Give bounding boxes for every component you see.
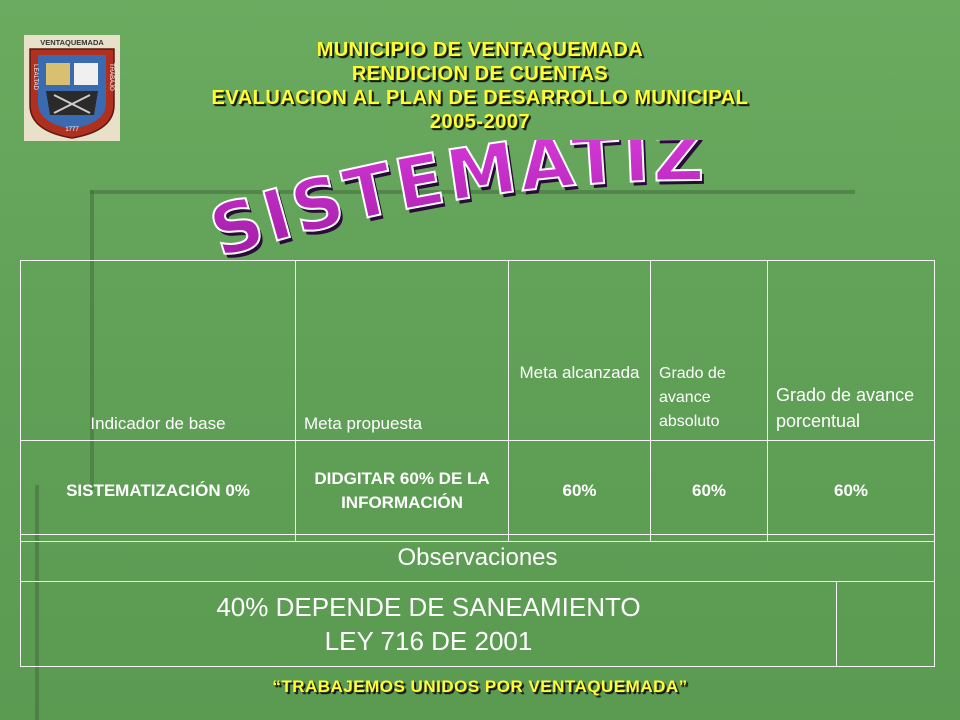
header-avance-porcentual: Grado de avance porcentual xyxy=(767,260,935,441)
cell-meta-propuesta: DIDGITAR 60% DE LA INFORMACIÓN xyxy=(295,440,509,542)
evaluation-table: Indicador de base Meta propuesta Meta al… xyxy=(20,260,935,542)
crest-name: VENTAQUEMADA xyxy=(40,38,104,47)
frame-line xyxy=(90,190,855,194)
observations-table: Observaciones 40% DEPENDE DE SANEAMIENTO… xyxy=(20,534,935,667)
observations-line-1: 40% DEPENDE DE SANEAMIENTO xyxy=(216,592,641,622)
observations-empty-cell xyxy=(836,581,935,667)
slide-footer: “TRABAJEMOS UNIDOS POR VENTAQUEMADA” xyxy=(272,677,688,696)
observations-line-2: LEY 716 DE 2001 xyxy=(324,626,533,656)
title-text: SISTEMATIZACION xyxy=(200,140,705,275)
observations-text: 40% DEPENDE DE SANEAMIENTO LEY 716 DE 20… xyxy=(20,581,837,667)
crest-left-motto: LEALTAD xyxy=(32,64,38,90)
cell-meta-alcanzada: 60% xyxy=(508,440,651,542)
cell-avance-porcentual: 60% xyxy=(767,440,935,542)
cell-avance-absoluto: 60% xyxy=(650,440,768,542)
header-meta-alcanzada: Meta alcanzada xyxy=(508,260,651,441)
crest-year: 1777 xyxy=(65,127,79,133)
header-line-2: RENDICION DE CUENTAS xyxy=(351,63,609,85)
crest-right-motto: TRABAJO xyxy=(108,63,114,91)
header-indicador-base: Indicador de base xyxy=(20,260,296,441)
table-header-row: Indicador de base Meta propuesta Meta al… xyxy=(20,260,935,441)
header-meta-propuesta: Meta propuesta xyxy=(295,260,509,441)
slide-header: MUNICIPIO DE VENTAQUEMADA RENDICION DE C… xyxy=(130,38,830,134)
svg-text:SISTEMATIZACION: SISTEMATIZACION xyxy=(200,140,707,274)
header-avance-absoluto: Grado de avance absoluto xyxy=(650,260,768,441)
slide-title: SISTEMATIZACION SISTEMATIZACION xyxy=(200,140,707,278)
table-row: SISTEMATIZACIÓN 0% DIDGITAR 60% DE LA IN… xyxy=(20,440,935,542)
municipal-crest-icon: VENTAQUEMADA LEALTAD TRABAJO 1777 xyxy=(24,35,120,141)
header-line-1: MUNICIPIO DE VENTAQUEMADA xyxy=(316,39,644,61)
cell-indicador: SISTEMATIZACIÓN 0% xyxy=(20,440,296,542)
header-line-4: 2005-2007 xyxy=(429,111,531,133)
header-line-3: EVALUACION AL PLAN DE DESARROLLO MUNICIP… xyxy=(211,87,749,109)
observations-label: Observaciones xyxy=(20,534,935,582)
